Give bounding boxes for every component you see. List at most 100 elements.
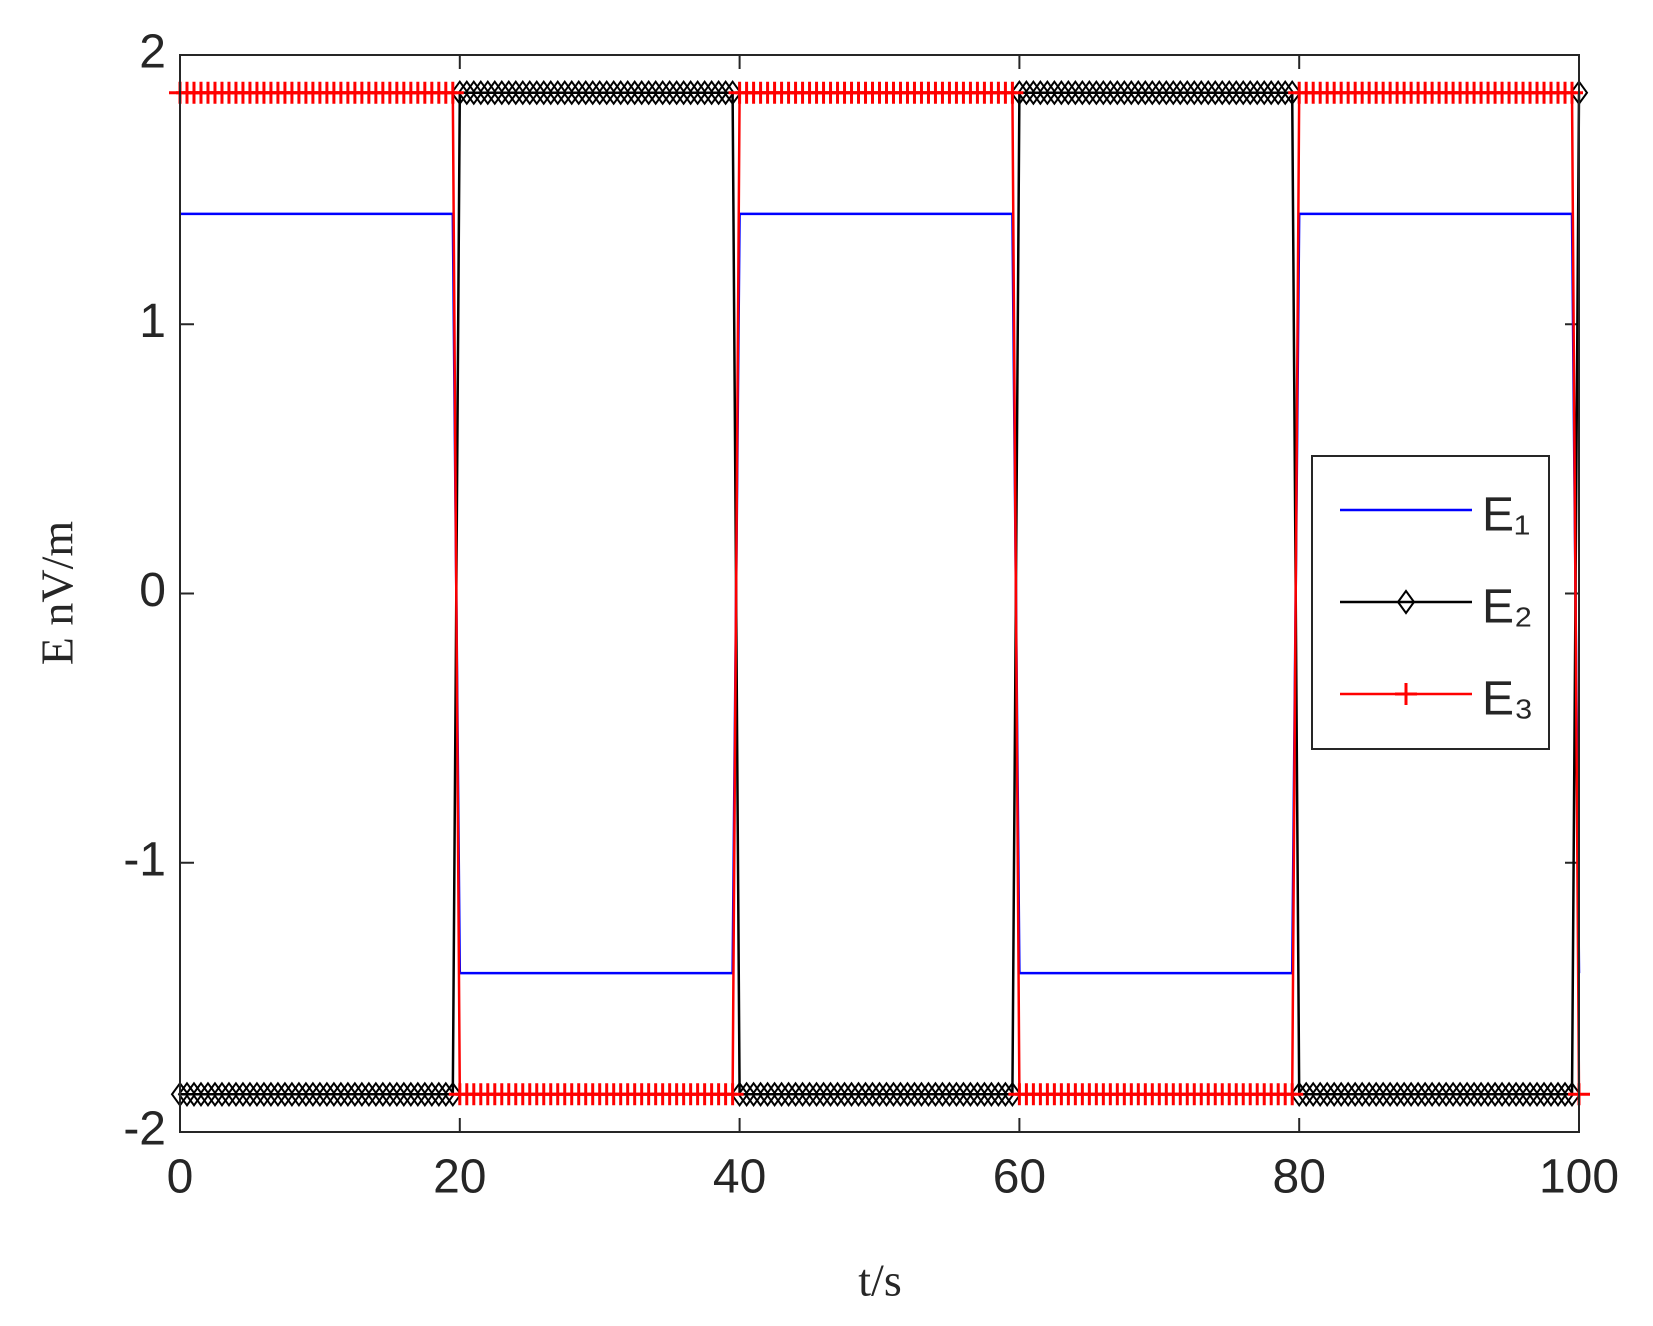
marker — [1541, 1081, 1561, 1108]
marker — [1485, 1081, 1505, 1108]
marker — [1150, 79, 1169, 106]
marker — [1101, 79, 1120, 106]
marker — [1066, 79, 1085, 106]
marker — [247, 1081, 267, 1108]
marker — [1157, 79, 1176, 106]
marker — [1031, 79, 1050, 106]
marker — [394, 1081, 414, 1108]
marker — [1129, 79, 1148, 106]
marker — [653, 79, 672, 106]
marker — [940, 1081, 959, 1108]
x-tick-label: 80 — [1273, 1151, 1326, 1204]
marker — [310, 1081, 330, 1108]
marker — [1017, 79, 1036, 106]
marker — [1254, 79, 1274, 106]
marker — [1443, 1081, 1463, 1108]
x-tick-label: 40 — [713, 1151, 766, 1204]
marker — [401, 1081, 421, 1108]
marker — [1171, 79, 1190, 106]
marker — [597, 79, 616, 106]
y-tick-label: 2 — [139, 26, 166, 79]
marker — [275, 1081, 295, 1108]
marker — [555, 79, 574, 106]
marker — [506, 79, 525, 106]
marker — [721, 1083, 744, 1106]
marker — [604, 79, 623, 106]
marker — [807, 1081, 826, 1108]
marker — [576, 79, 595, 106]
marker — [1227, 79, 1246, 106]
marker — [1199, 79, 1218, 106]
x-tick-label: 60 — [993, 1151, 1046, 1204]
marker — [1080, 79, 1099, 106]
marker — [1338, 1081, 1358, 1108]
marker — [457, 79, 477, 106]
marker — [1373, 1081, 1393, 1108]
marker — [842, 1081, 861, 1108]
legend-label: E₃ — [1482, 673, 1534, 726]
marker — [863, 1081, 882, 1108]
marker — [240, 1081, 260, 1108]
marker — [856, 1081, 875, 1108]
y-tick-label: 1 — [139, 295, 166, 348]
marker — [1234, 79, 1253, 106]
marker — [282, 1081, 302, 1108]
marker — [534, 79, 553, 106]
marker — [198, 1081, 218, 1108]
marker — [1303, 1081, 1323, 1108]
marker — [1352, 1081, 1372, 1108]
marker — [1282, 79, 1302, 106]
marker — [1143, 79, 1162, 106]
marker — [877, 1081, 896, 1108]
marker — [821, 1081, 840, 1108]
marker — [590, 79, 609, 106]
marker — [1122, 79, 1141, 106]
marker — [1192, 79, 1211, 106]
marker — [1001, 81, 1024, 104]
marker — [933, 1081, 952, 1108]
marker — [912, 1081, 931, 1108]
marker — [1359, 1081, 1379, 1108]
marker — [961, 1081, 980, 1108]
marker — [1401, 1081, 1421, 1108]
legend-marker — [1395, 683, 1417, 705]
marker — [1010, 79, 1029, 106]
marker — [996, 1081, 1015, 1108]
marker — [884, 1081, 903, 1108]
marker — [1073, 79, 1092, 106]
marker — [849, 1081, 868, 1108]
marker — [1164, 79, 1183, 106]
marker — [1548, 1081, 1568, 1108]
marker — [1555, 1081, 1575, 1108]
marker — [261, 1081, 281, 1108]
marker — [1087, 79, 1106, 106]
marker — [1213, 79, 1232, 106]
marker — [814, 1081, 833, 1108]
marker — [1261, 79, 1281, 106]
marker — [359, 1081, 379, 1108]
marker — [1499, 1081, 1519, 1108]
marker — [765, 1081, 784, 1108]
marker — [793, 1081, 812, 1108]
marker — [779, 1081, 798, 1108]
marker — [1429, 1081, 1449, 1108]
marker — [441, 81, 464, 104]
marker — [1220, 79, 1239, 106]
marker — [569, 79, 588, 106]
marker — [695, 79, 714, 106]
marker — [583, 79, 602, 106]
marker — [450, 79, 470, 106]
marker — [982, 1081, 1001, 1108]
marker — [177, 1081, 197, 1108]
marker — [380, 1081, 400, 1108]
marker — [625, 79, 644, 106]
marker — [1310, 1081, 1330, 1108]
marker — [1415, 1081, 1435, 1108]
marker — [324, 1081, 344, 1108]
marker — [345, 1081, 365, 1108]
marker — [975, 1081, 994, 1108]
marker — [436, 1081, 456, 1108]
marker — [562, 79, 581, 106]
marker — [478, 79, 498, 106]
